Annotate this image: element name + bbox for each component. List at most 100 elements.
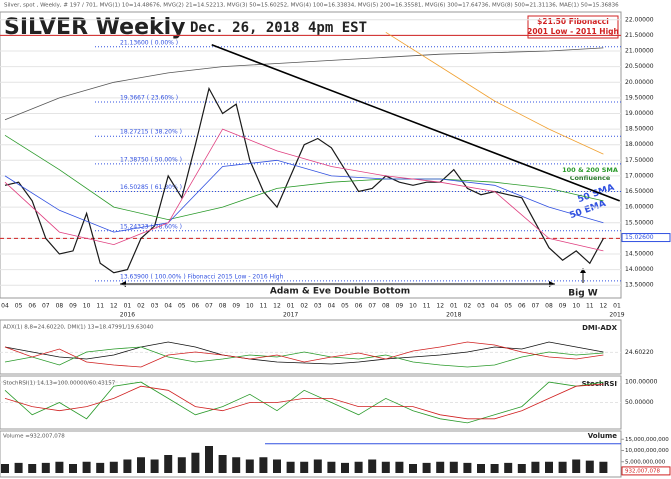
x-tick-label: 06: [28, 303, 36, 310]
panel-title: Volume =932,007,078: [3, 434, 65, 440]
y-tick-label: 16.00000: [625, 204, 654, 211]
panel-annotation: DMI-ADX: [582, 324, 618, 332]
y-tick-label: 13.50000: [625, 282, 654, 289]
bar: [205, 446, 213, 473]
bar: [381, 461, 390, 473]
bar: [273, 459, 281, 473]
price-frame: [0, 11, 622, 299]
x-tick-label: 04: [328, 303, 336, 310]
x-tick-label: 11: [96, 303, 104, 310]
bar: [123, 459, 132, 473]
x-tick-label: 08: [545, 303, 553, 310]
x-tick-label: 04: [491, 303, 499, 310]
bar: [327, 461, 336, 473]
x-tick-label: 09: [559, 303, 567, 310]
series-line: [385, 31, 604, 155]
bar: [259, 457, 268, 473]
series-line: [4, 383, 604, 420]
x-tick-label: 03: [151, 303, 159, 310]
x-tick-label: 01: [450, 303, 458, 310]
legend-text: Silver, spot , Weekly, # 197 / 701, MVG(…: [4, 3, 619, 9]
fib-label: 19.3667 ( 23.60% ): [120, 95, 178, 102]
y-tick-label: 22.00000: [625, 16, 654, 23]
bar: [517, 464, 526, 473]
x-tick-label: 06: [355, 303, 363, 310]
x-tick-label: 08: [56, 303, 64, 310]
year-label: 2017: [283, 312, 298, 319]
x-tick-label: 11: [586, 303, 594, 310]
bar: [28, 464, 37, 473]
fib-label: 21.13600 ( 0.00% ): [120, 39, 178, 46]
y-tick-label: 17.00000: [625, 172, 654, 179]
series-line: [4, 159, 604, 233]
x-tick-label: 04: [1, 303, 9, 310]
x-tick-label: 11: [423, 303, 431, 310]
panel-annotation: Volume: [588, 432, 618, 440]
bar: [504, 462, 513, 473]
series-line: [4, 341, 604, 368]
bar: [41, 462, 50, 473]
panel-title: ADX(1) 8,8=24.60220, DMI(1) 13=18.47991/…: [3, 325, 154, 331]
bar: [545, 461, 553, 473]
series-line: [4, 381, 604, 424]
bar: [572, 459, 581, 473]
fib-label: 18.27215 ( 38.20% ): [120, 129, 182, 136]
annotation: Confluence: [570, 174, 611, 182]
series-line: [4, 128, 604, 252]
bar: [599, 461, 608, 473]
x-tick-label: 02: [464, 303, 472, 310]
volume-frame: [0, 430, 622, 478]
y-tick-label: 20.00000: [625, 79, 654, 86]
y-tick-label: 18.00000: [625, 141, 654, 148]
y-tick-label: 20.50000: [625, 63, 654, 70]
series-line: [4, 47, 604, 121]
bar: [55, 461, 64, 473]
bar: [531, 461, 540, 473]
x-tick-label: 04: [164, 303, 172, 310]
bar: [164, 455, 173, 473]
x-tick-label: 05: [15, 303, 23, 310]
bar: [82, 461, 91, 473]
x-tick-label: 08: [382, 303, 390, 310]
title: SILVER Weekly: [4, 15, 186, 40]
bar: [463, 462, 472, 473]
annotation: 2001 Low - 2011 High: [527, 27, 619, 36]
x-tick-label: 10: [409, 303, 417, 310]
x-tick-label: 06: [518, 303, 526, 310]
y-tick-label: 21.50000: [625, 32, 654, 39]
x-tick-label: 05: [178, 303, 186, 310]
x-tick-label: 12: [600, 303, 608, 310]
x-tick-label: 02: [300, 303, 308, 310]
x-tick-label: 12: [436, 303, 444, 310]
fib-label: 15.24323 ( 78.60% ): [120, 223, 182, 230]
last-label: 932,007,078: [625, 468, 660, 474]
bar: [341, 462, 349, 473]
x-tick-label: 12: [110, 303, 118, 310]
x-tick-label: 06: [192, 303, 200, 310]
year-label: 2018: [446, 312, 461, 319]
annotation: Big W: [568, 289, 598, 299]
x-tick-label: 07: [368, 303, 376, 310]
x-tick-label: 01: [124, 303, 132, 310]
bar: [177, 457, 186, 473]
y-tick-label: 14.00000: [625, 266, 654, 273]
x-tick-label: 10: [572, 303, 580, 310]
x-tick-label: 10: [83, 303, 91, 310]
y-tick-label: 15.50000: [625, 219, 654, 226]
bar: [422, 462, 431, 473]
bar: [109, 461, 118, 473]
x-tick-label: 05: [504, 303, 512, 310]
series-line: [4, 86, 604, 274]
bar: [14, 462, 23, 473]
x-tick-label: 07: [205, 303, 213, 310]
bar: [300, 461, 309, 473]
x-tick-label: 07: [532, 303, 540, 310]
annotation: Adam & Eve Double Bottom: [270, 287, 410, 297]
y-tick-label: 100.00000: [625, 379, 658, 386]
panel-annotation: StochRSI: [582, 380, 617, 388]
bar: [191, 452, 200, 473]
panel-title: StochRSI(1) 14,13=100.00000/60.43157: [3, 381, 116, 387]
x-tick-label: 09: [69, 303, 77, 310]
